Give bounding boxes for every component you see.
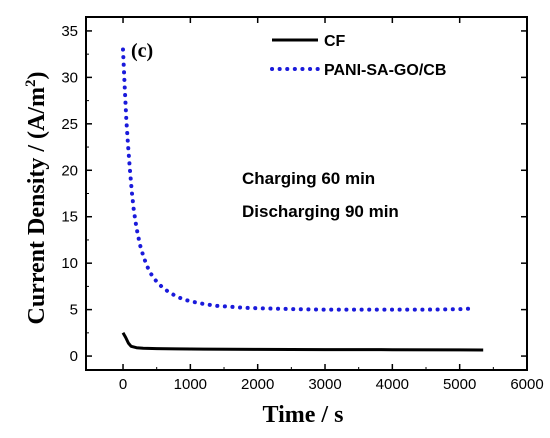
legend: CF PANI-SA-GO/CB [270,33,446,79]
series-line-pani-sa-go-cb [121,47,472,312]
series-line-cf [121,332,484,352]
x-tick-label: 0 [119,376,127,393]
y-tick-label: 10 [61,255,78,272]
y-tick-label: 35 [61,23,78,40]
y-tick-label: 15 [61,209,78,226]
y-tick-label: 5 [70,302,78,319]
y-axis-ticks: 0 5 10 15 20 25 30 35 [61,23,527,365]
series-layer [121,47,484,352]
plot-area: 0 1000 2000 3000 4000 5000 6000 0 5 10 15 20 25 30 35 [61,16,544,393]
y-tick-label: 0 [70,348,78,365]
legend-label-pani: PANI-SA-GO/CB [324,62,446,79]
x-tick-label: 3000 [308,376,341,393]
legend-label-cf: CF [324,33,346,50]
y-tick-label: 25 [61,116,78,133]
panel-label: (c) [131,40,153,62]
x-tick-label: 4000 [376,376,409,393]
y-axis-title: Current Density / (A/m2) [23,71,50,324]
x-axis-ticks: 0 1000 2000 3000 4000 5000 6000 [119,17,544,393]
y-axis-title-sup: 2 [23,79,39,87]
y-axis-title-close: ) [24,71,50,79]
annotation-discharging: Discharging 90 min [242,202,399,221]
annotation-charging: Charging 60 min [242,169,375,188]
x-axis-title: Time / s [263,402,344,428]
x-tick-label: 6000 [510,376,543,393]
x-tick-label: 2000 [241,376,274,393]
y-axis-title-main: Current Density / (A/m [24,87,50,325]
y-tick-label: 20 [61,162,78,179]
x-tick-label: 5000 [443,376,476,393]
plot-frame [85,16,528,371]
y-tick-label: 30 [61,69,78,86]
x-tick-label: 1000 [174,376,207,393]
